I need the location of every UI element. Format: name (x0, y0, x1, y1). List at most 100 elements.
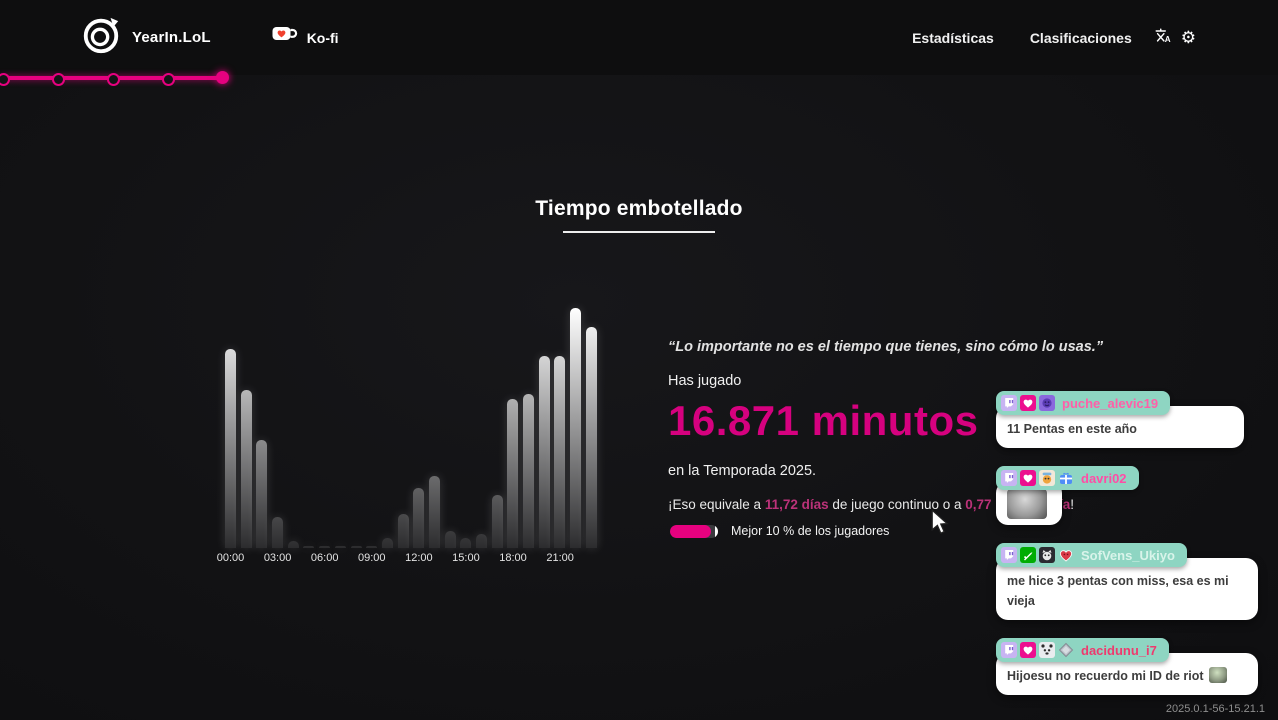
section-progress-sparkline (0, 71, 229, 86)
chart-bar-15:00 (460, 538, 472, 548)
chat-message: dacidunu_i7 Hijoesu no recuerdo mi ID de … (996, 638, 1268, 695)
chat-username-pill: puche_alevic19 (996, 391, 1171, 415)
heart-badge-icon (1020, 395, 1036, 411)
chat-overlay: puche_alevic19 11 Pentas en este año davri… (996, 391, 1268, 713)
chat-username: puche_alevic19 (1062, 395, 1159, 411)
page-title: Tiempo embotellado (535, 197, 743, 220)
sparkline-current-point (216, 71, 229, 84)
x-axis-label: 06:00 (310, 552, 339, 564)
chat-username-pill: davri02 (996, 466, 1139, 490)
chat-message-bubble: me hice 3 pentas con miss, esa es mi vie… (996, 558, 1258, 620)
chart-bar-20:00 (538, 356, 550, 548)
kofi-link[interactable]: Ko-fi (271, 24, 339, 51)
sparkline-point (0, 73, 10, 86)
percentile-label: Mejor 10 % de los jugadores (731, 524, 890, 538)
sparkline-point (52, 73, 65, 86)
chart-bar-13:00 (428, 476, 440, 548)
x-axis-label: 21:00 (546, 552, 574, 564)
chart-bar-11:00 (397, 514, 409, 548)
twitch-badge-icon (1001, 470, 1017, 486)
header-icons: A ⚙ (1154, 27, 1196, 49)
chart-bar-01:00 (240, 389, 252, 548)
chat-message: davri02 (996, 466, 1268, 525)
season-text: en la Temporada 2025. (668, 463, 817, 479)
twitch-badge-icon (1001, 395, 1017, 411)
chat-username-pill: dacidunu_i7 (996, 638, 1169, 662)
nav-item-clasificaciones[interactable]: Clasificaciones (1029, 29, 1132, 46)
equivalence-part1: ¡Eso equivale a (668, 497, 765, 512)
chart-bar-05:00 (303, 545, 315, 548)
chart-bar-12:00 (413, 488, 425, 548)
chart-x-axis: 00:00 03:00 06:00 09:00 12:00 15:00 18:00 21:00 (217, 552, 597, 566)
cat-emote-badge-icon (1039, 547, 1055, 563)
emote-face-badge-icon (1039, 470, 1055, 486)
heart-badge-icon (1020, 642, 1036, 658)
equivalence-part2: de juego continuo o a (828, 497, 966, 512)
stats-column: “Lo importante no es el tiempo que tiene… (668, 339, 1103, 574)
chart-bar-14:00 (444, 531, 456, 548)
twitch-badge-icon (1001, 547, 1017, 563)
chart-bar-16:00 (476, 533, 487, 548)
chart-bar-22:00 (570, 308, 582, 548)
x-axis-label: 09:00 (357, 552, 386, 564)
lead-text: Has jugado (668, 373, 742, 389)
kofi-cup-icon (271, 24, 298, 51)
translate-icon[interactable]: A (1154, 27, 1172, 49)
section-title-wrap: Tiempo embotellado (0, 197, 1278, 233)
main-nav: Estadísticas Clasificaciones (876, 30, 1132, 46)
x-axis-label: 15:00 (452, 552, 480, 564)
gear-icon[interactable]: ⚙ (1180, 28, 1196, 47)
chart-bar-03:00 (272, 516, 284, 548)
equivalence-part3: ! (1070, 497, 1075, 512)
chart-bar-02:00 (256, 440, 268, 548)
chat-username: davri02 (1081, 470, 1127, 486)
chat-message-text: 11 Pentas en este año (1007, 422, 1137, 436)
kofi-label: Ko-fi (306, 29, 339, 46)
chat-message-text: Hijoesu no recuerdo mi ID de riot (1007, 669, 1204, 683)
chart-bar-21:00 (554, 356, 566, 548)
chat-emote-image (1007, 489, 1047, 519)
x-axis-label: 03:00 (263, 552, 292, 564)
chart-bar-07:00 (334, 545, 346, 548)
chart-bar-18:00 (507, 399, 519, 548)
quote-text: “Lo importante no es el tiempo que tiene… (668, 339, 1104, 355)
nav-item-estadisticas[interactable]: Estadísticas (912, 29, 994, 46)
sparkline-point (107, 73, 120, 86)
minutes-played-stat: 16.871 minutos (668, 397, 979, 444)
chart-bars (225, 300, 597, 548)
chart-bar-00:00 (225, 348, 236, 548)
x-axis-label: 12:00 (405, 552, 433, 564)
chat-username: SofVens_Ukiyo (1081, 547, 1175, 563)
chat-message: puche_alevic19 11 Pentas en este año (996, 391, 1268, 448)
timer-logo-icon[interactable] (80, 14, 122, 61)
blue-gift-badge-icon (1058, 470, 1074, 486)
percentile-marker (714, 524, 718, 538)
header: YearIn.LoL Ko-fi Estadísticas Clasificaci… (0, 0, 1278, 75)
heart-face-badge-icon (1058, 547, 1074, 563)
chart-bar-04:00 (287, 540, 299, 548)
chart-bar-09:00 (366, 545, 378, 548)
x-axis-label: 00:00 (216, 552, 245, 564)
chart-bar-23:00 (585, 327, 597, 548)
sparkline-point (162, 73, 175, 86)
days-highlight: 11,72 días (764, 497, 829, 512)
chat-emote-image (1208, 667, 1227, 683)
gray-diamond-badge-icon (1058, 642, 1074, 658)
chart-bar-10:00 (381, 538, 393, 548)
title-underline (563, 231, 715, 233)
skull-emote-badge-icon (1039, 642, 1055, 658)
chart-bar-06:00 (319, 545, 331, 548)
brand-name[interactable]: YearIn.LoL (132, 29, 211, 46)
heart-badge-icon (1020, 470, 1036, 486)
chat-username-pill: SofVens_Ukiyo (996, 543, 1187, 567)
twitch-badge-icon (1001, 642, 1017, 658)
percentile-bar (670, 524, 718, 538)
chat-message-text: me hice 3 pentas con miss, esa es mi vie… (1007, 574, 1229, 608)
svg-text:A: A (1165, 34, 1171, 43)
chart-bar-19:00 (523, 394, 535, 548)
chart-bar-17:00 (491, 495, 503, 548)
hourly-playtime-chart: 00:00 03:00 06:00 09:00 12:00 15:00 18:00 21:00 (217, 300, 597, 566)
chart-bar-08:00 (350, 545, 362, 548)
